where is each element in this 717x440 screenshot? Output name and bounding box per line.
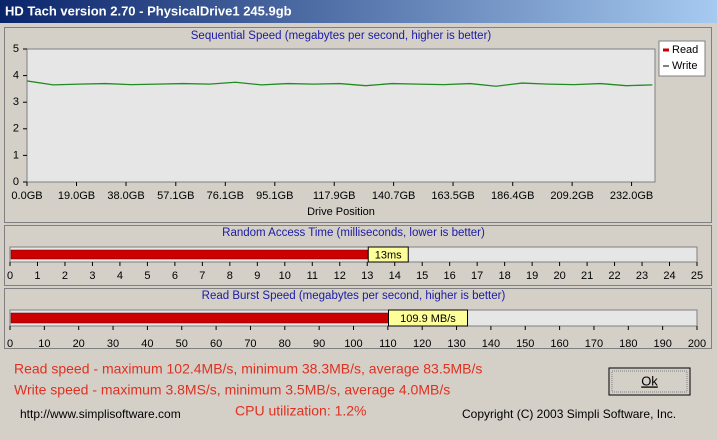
button-frame[interactable]	[608, 367, 691, 396]
y-tick-label: 1	[13, 149, 19, 161]
legend-label: Read	[672, 44, 698, 56]
x-tick-label: 160	[550, 338, 568, 350]
x-tick-label: 20	[553, 270, 565, 282]
x-tick-label: 163.5GB	[431, 190, 474, 202]
x-tick-label: 60	[210, 338, 222, 350]
x-tick-label: 19	[526, 270, 538, 282]
x-tick-label: 200	[688, 338, 706, 350]
x-tick-label: 3	[89, 270, 95, 282]
x-tick-label: 2	[62, 270, 68, 282]
x-tick-label: 4	[117, 270, 123, 282]
window-title: HD Tach version 2.70 - PhysicalDrive1 24…	[5, 3, 292, 18]
x-tick-label: 150	[516, 338, 534, 350]
x-tick-label: 130	[447, 338, 465, 350]
value-label-box	[367, 246, 409, 263]
y-tick-label: 0	[13, 176, 19, 188]
value-label: 109.9 MB/s	[400, 313, 456, 325]
data-line	[26, 80, 653, 87]
x-tick-label: 20	[73, 338, 85, 350]
y-tick-label: 4	[13, 70, 19, 82]
legend-label: Write	[672, 60, 697, 72]
x-tick-label: 21	[581, 270, 593, 282]
read-stats: Read speed - maximum 102.4MB/s, minimum …	[14, 361, 482, 377]
x-tick-label: 7	[199, 270, 205, 282]
x-tick-label: 18	[499, 270, 511, 282]
x-tick-label: 140	[482, 338, 500, 350]
x-tick-label: 0	[7, 270, 13, 282]
ok-button[interactable]: Ok	[608, 367, 691, 396]
x-tick-label: 209.2GB	[550, 190, 593, 202]
x-tick-label: 70	[244, 338, 256, 350]
x-tick-label: 1	[34, 270, 40, 282]
x-tick-label: 5	[144, 270, 150, 282]
x-tick-label: 76.1GB	[207, 190, 244, 202]
x-tick-label: 15	[416, 270, 428, 282]
x-tick-label: 110	[379, 338, 397, 350]
x-tick-label: 23	[636, 270, 648, 282]
x-tick-label: 38.0GB	[107, 190, 144, 202]
bar	[10, 312, 389, 324]
x-tick-label: 0	[7, 338, 13, 350]
x-tick-label: 10	[279, 270, 291, 282]
value-label: 13ms	[375, 249, 402, 261]
x-tick-label: 17	[471, 270, 483, 282]
chart-title: Random Access Time (milliseconds, lower …	[222, 227, 485, 239]
title-bar	[0, 0, 717, 23]
x-tick-label: 140.7GB	[372, 190, 415, 202]
x-tick-label: 19.0GB	[58, 190, 95, 202]
legend	[658, 40, 706, 77]
x-tick-label: 90	[313, 338, 325, 350]
x-tick-label: 12	[334, 270, 346, 282]
y-tick-label: 3	[13, 96, 19, 108]
copyright: Copyright (C) 2003 Simpli Software, Inc.	[462, 407, 676, 421]
x-tick-label: 14	[389, 270, 401, 282]
chart-title: Sequential Speed (megabytes per second, …	[191, 30, 492, 42]
x-axis-label: Drive Position	[307, 206, 375, 218]
x-tick-label: 80	[279, 338, 291, 350]
x-tick-label: 6	[172, 270, 178, 282]
x-tick-label: 16	[444, 270, 456, 282]
x-tick-label: 22	[608, 270, 620, 282]
x-tick-label: 50	[176, 338, 188, 350]
x-tick-label: 186.4GB	[491, 190, 534, 202]
x-tick-label: 11	[307, 270, 318, 282]
x-tick-label: 8	[227, 270, 233, 282]
x-tick-label: 117.9GB	[313, 190, 356, 202]
cpu-usage: CPU utilization: 1.2%	[235, 403, 367, 419]
x-tick-label: 10	[38, 338, 50, 350]
panel	[4, 225, 712, 286]
write-stats: Write speed - maximum 3.8MS/s, minimum 3…	[14, 382, 450, 398]
x-tick-label: 100	[344, 338, 362, 350]
x-tick-label: 24	[663, 270, 675, 282]
x-tick-label: 25	[691, 270, 703, 282]
x-tick-label: 9	[254, 270, 260, 282]
x-tick-label: 180	[619, 338, 637, 350]
x-tick-label: 30	[107, 338, 119, 350]
plot-area	[26, 48, 656, 183]
bar	[10, 249, 369, 260]
value-label-box	[388, 309, 469, 327]
x-tick-label: 0.0GB	[11, 190, 42, 202]
panel	[4, 27, 712, 223]
x-tick-label: 13	[361, 270, 373, 282]
panel	[4, 288, 712, 349]
x-tick-label: 190	[653, 338, 671, 350]
x-tick-label: 95.1GB	[256, 190, 293, 202]
y-tick-label: 2	[13, 123, 19, 135]
button-label[interactable]: Ok	[641, 373, 658, 388]
chart-title: Read Burst Speed (megabytes per second, …	[202, 290, 506, 302]
x-tick-label: 170	[585, 338, 603, 350]
url: http://www.simplisoftware.com	[20, 407, 181, 421]
x-tick-label: 57.1GB	[157, 190, 194, 202]
x-tick-label: 40	[141, 338, 153, 350]
x-tick-label: 120	[413, 338, 431, 350]
y-tick-label: 5	[13, 43, 19, 55]
x-tick-label: 232.0GB	[610, 190, 653, 202]
